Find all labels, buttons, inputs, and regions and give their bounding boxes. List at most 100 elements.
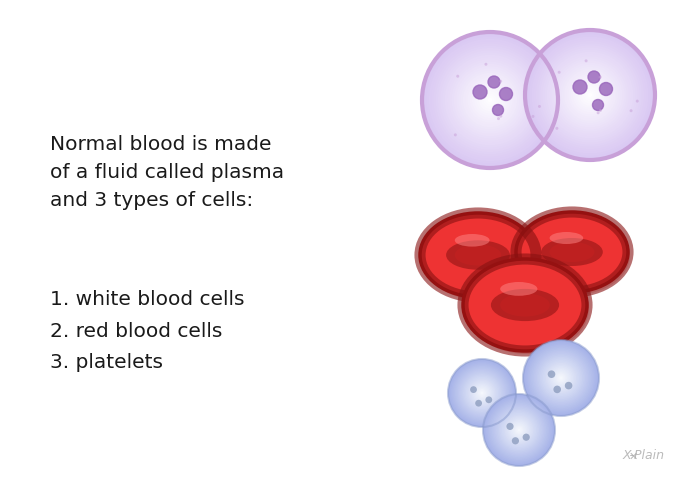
Circle shape — [533, 350, 589, 405]
Ellipse shape — [493, 105, 503, 116]
Ellipse shape — [449, 59, 531, 141]
Text: 1. white blood cells
2. red blood cells
3. platelets: 1. white blood cells 2. red blood cells … — [50, 290, 244, 372]
Ellipse shape — [533, 39, 646, 151]
Circle shape — [490, 401, 548, 459]
Circle shape — [508, 419, 531, 442]
Circle shape — [584, 60, 587, 62]
Ellipse shape — [473, 85, 487, 99]
Ellipse shape — [481, 91, 499, 109]
Ellipse shape — [452, 61, 528, 139]
Circle shape — [509, 420, 529, 440]
Ellipse shape — [527, 32, 653, 158]
Ellipse shape — [555, 60, 624, 130]
Ellipse shape — [458, 68, 522, 132]
Ellipse shape — [584, 88, 596, 101]
Ellipse shape — [442, 52, 538, 148]
Circle shape — [506, 423, 514, 430]
Circle shape — [523, 340, 599, 416]
Circle shape — [499, 410, 539, 450]
Circle shape — [451, 362, 513, 424]
Ellipse shape — [447, 57, 533, 143]
Ellipse shape — [455, 234, 489, 247]
Ellipse shape — [550, 242, 594, 262]
Circle shape — [545, 361, 578, 395]
Circle shape — [505, 416, 533, 444]
Circle shape — [531, 115, 535, 118]
Ellipse shape — [557, 62, 622, 128]
Circle shape — [491, 403, 547, 457]
Ellipse shape — [474, 84, 506, 116]
Ellipse shape — [581, 86, 598, 104]
Ellipse shape — [551, 56, 629, 134]
Circle shape — [470, 386, 477, 393]
Text: X-Plain: X-Plain — [623, 449, 665, 462]
Circle shape — [454, 133, 457, 136]
Circle shape — [559, 376, 563, 380]
Circle shape — [454, 364, 510, 421]
Ellipse shape — [465, 262, 589, 354]
Circle shape — [483, 394, 555, 466]
Circle shape — [512, 423, 526, 437]
Circle shape — [461, 372, 503, 413]
Circle shape — [449, 360, 514, 426]
Circle shape — [489, 400, 550, 460]
Circle shape — [506, 417, 532, 443]
Ellipse shape — [463, 259, 587, 351]
Circle shape — [500, 411, 538, 449]
Ellipse shape — [422, 216, 538, 300]
Circle shape — [497, 117, 500, 120]
Ellipse shape — [573, 80, 587, 94]
Circle shape — [478, 389, 486, 397]
Circle shape — [516, 427, 522, 433]
Ellipse shape — [518, 215, 630, 295]
Circle shape — [558, 375, 564, 381]
Circle shape — [556, 373, 566, 383]
Circle shape — [517, 429, 520, 432]
Circle shape — [470, 381, 494, 405]
Circle shape — [459, 370, 505, 416]
Ellipse shape — [553, 58, 626, 132]
Ellipse shape — [461, 71, 519, 130]
Circle shape — [510, 421, 528, 439]
Ellipse shape — [542, 48, 638, 143]
Circle shape — [555, 127, 559, 130]
Circle shape — [512, 437, 519, 444]
Circle shape — [550, 367, 572, 389]
Circle shape — [480, 390, 484, 396]
Ellipse shape — [586, 91, 594, 99]
Ellipse shape — [420, 213, 536, 297]
Circle shape — [493, 404, 545, 456]
Ellipse shape — [424, 34, 556, 166]
Ellipse shape — [444, 55, 536, 145]
Circle shape — [468, 379, 496, 407]
Circle shape — [558, 71, 561, 74]
Text: ✕: ✕ — [629, 452, 638, 462]
Circle shape — [547, 364, 575, 392]
Circle shape — [636, 100, 639, 103]
Ellipse shape — [579, 84, 601, 106]
Circle shape — [598, 76, 602, 79]
Ellipse shape — [545, 49, 636, 141]
Circle shape — [475, 400, 482, 407]
Circle shape — [467, 378, 497, 408]
Circle shape — [460, 371, 504, 415]
Circle shape — [455, 366, 509, 420]
Ellipse shape — [472, 82, 508, 118]
Circle shape — [541, 358, 581, 398]
Ellipse shape — [568, 73, 612, 117]
Ellipse shape — [463, 73, 517, 127]
Circle shape — [629, 109, 633, 112]
Ellipse shape — [549, 54, 631, 136]
Ellipse shape — [577, 82, 603, 108]
Ellipse shape — [573, 78, 608, 112]
Ellipse shape — [488, 98, 492, 102]
Circle shape — [484, 63, 487, 66]
Ellipse shape — [560, 65, 620, 125]
Ellipse shape — [592, 99, 603, 110]
Circle shape — [538, 105, 541, 108]
Circle shape — [513, 424, 525, 436]
Ellipse shape — [541, 238, 603, 266]
Ellipse shape — [429, 39, 551, 161]
Circle shape — [526, 343, 596, 413]
Ellipse shape — [465, 75, 515, 125]
